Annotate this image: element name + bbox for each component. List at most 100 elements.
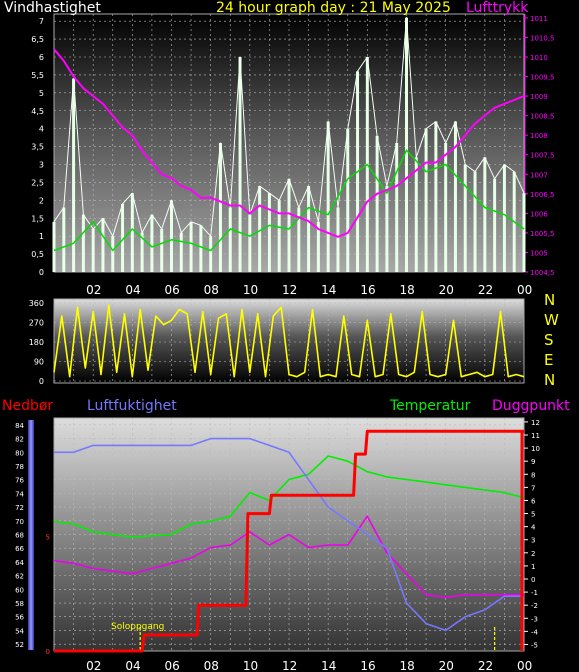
pressure-y-tick: 1008 bbox=[530, 132, 548, 140]
x-tick-label-top: 16 bbox=[360, 283, 375, 297]
x-tick-label-bottom: 08 bbox=[204, 659, 219, 672]
dewpoint-line bbox=[53, 515, 524, 599]
humidity-y-tick: 84 bbox=[15, 422, 24, 430]
temp-y-tick: 3 bbox=[531, 537, 535, 545]
x-tick-label-bottom: 00 bbox=[517, 659, 532, 672]
wind-gust-line bbox=[53, 17, 525, 237]
temp-y-tick: 4 bbox=[531, 524, 536, 532]
humidity-y-tick: 78 bbox=[15, 463, 24, 471]
humidity-y-tick: 52 bbox=[15, 641, 24, 649]
wind-y-tick: 0 bbox=[39, 268, 44, 277]
pressure-axis-title: Lufttrykk bbox=[466, 0, 529, 16]
humidity-y-tick: 60 bbox=[15, 586, 24, 594]
wind-y-tick: 3,5 bbox=[31, 143, 44, 152]
humidity-scale-bar bbox=[28, 420, 34, 650]
x-tick-label-top: 10 bbox=[243, 283, 258, 297]
wind-y-tick: 2,5 bbox=[31, 178, 44, 187]
x-tick-label-bottom: 02 bbox=[86, 659, 101, 672]
temp-y-tick: 9 bbox=[531, 458, 535, 466]
temp-y-tick: 5 bbox=[531, 511, 535, 519]
temp-y-tick: -4 bbox=[531, 628, 539, 636]
rain-legend: Nedbør bbox=[2, 398, 53, 414]
temp-y-tick: 1 bbox=[531, 563, 535, 571]
pressure-y-tick: 1011 bbox=[530, 15, 548, 23]
pressure-y-tick: 1004,5 bbox=[530, 269, 555, 277]
humidity-y-tick: 80 bbox=[15, 449, 24, 457]
temp-y-tick: 12 bbox=[531, 419, 540, 427]
temp-y-tick: -2 bbox=[531, 602, 538, 610]
pressure-y-tick: 1010,5 bbox=[530, 34, 555, 42]
pressure-y-tick: 1005 bbox=[530, 249, 548, 257]
compass-label: N bbox=[544, 291, 555, 309]
x-tick-label-bottom: 12 bbox=[282, 659, 297, 672]
x-tick-label-bottom: 10 bbox=[243, 659, 258, 672]
wind-axis-title: Vindhastighet bbox=[4, 0, 101, 16]
x-tick-label-top: 00 bbox=[517, 283, 532, 297]
direction-line bbox=[53, 304, 525, 378]
chart-marks bbox=[52, 17, 526, 653]
x-tick-label-bottom: 22 bbox=[478, 659, 493, 672]
x-tick-label-top: 04 bbox=[125, 283, 140, 297]
wind-y-tick: 1 bbox=[39, 232, 44, 241]
compass-label: W bbox=[544, 311, 559, 329]
humidity-line bbox=[54, 437, 524, 632]
temp-y-tick: 8 bbox=[531, 471, 535, 479]
wind-y-tick: 6,5 bbox=[31, 35, 44, 44]
x-tick-label-top: 18 bbox=[400, 283, 415, 297]
humidity-y-tick: 66 bbox=[15, 545, 24, 553]
humidity-y-tick: 56 bbox=[15, 614, 24, 622]
humidity-y-tick: 68 bbox=[15, 532, 24, 540]
x-tick-label-top: 14 bbox=[321, 283, 336, 297]
x-tick-label-bottom: 14 bbox=[321, 659, 336, 672]
pressure-y-tick: 1006 bbox=[530, 210, 548, 218]
pressure-y-tick: 1009 bbox=[530, 93, 548, 101]
tick-labels: 0202040406060808101012121414161618182020… bbox=[15, 14, 555, 672]
temp-y-tick: 11 bbox=[531, 432, 540, 440]
direction-y-tick: 180 bbox=[29, 338, 44, 347]
pressure-y-tick: 1009,5 bbox=[530, 74, 555, 82]
x-tick-label-bottom: 20 bbox=[439, 659, 454, 672]
temp-y-tick: 10 bbox=[531, 445, 540, 453]
compass-label: E bbox=[544, 351, 553, 369]
temp-y-tick: -5 bbox=[531, 641, 538, 649]
pressure-line bbox=[53, 48, 525, 238]
temp-y-tick: 7 bbox=[531, 484, 535, 492]
humidity-y-tick: 70 bbox=[15, 518, 24, 526]
humidity-y-tick: 76 bbox=[15, 477, 24, 485]
x-tick-label-bottom: 06 bbox=[165, 659, 180, 672]
humidity-y-tick: 74 bbox=[15, 490, 24, 498]
direction-y-tick: 360 bbox=[29, 299, 44, 308]
rain-y-tick: 0 bbox=[46, 648, 50, 656]
x-tick-label-top: 08 bbox=[204, 283, 219, 297]
temp-y-tick: -1 bbox=[531, 589, 538, 597]
direction-y-tick: 90 bbox=[34, 358, 44, 367]
direction-y-tick: 270 bbox=[29, 319, 44, 328]
wind-y-tick: 6 bbox=[39, 53, 44, 62]
pressure-y-tick: 1006,5 bbox=[530, 191, 555, 199]
pressure-y-tick: 1007 bbox=[530, 171, 548, 179]
rain-y-tick: 5 bbox=[46, 534, 50, 542]
temp-y-tick: -3 bbox=[531, 615, 538, 623]
humidity-y-tick: 58 bbox=[15, 600, 24, 608]
temperature-legend: Temperatur bbox=[389, 398, 471, 414]
temp-y-tick: 6 bbox=[531, 497, 536, 505]
temperature-line bbox=[53, 455, 525, 538]
humidity-y-tick: 62 bbox=[15, 573, 24, 581]
compass-label: S bbox=[544, 331, 554, 349]
pressure-y-tick: 1007,5 bbox=[530, 152, 555, 160]
wind-y-tick: 7 bbox=[39, 17, 44, 26]
humidity-y-tick: 72 bbox=[15, 504, 24, 512]
x-tick-label-top: 12 bbox=[282, 283, 297, 297]
wind-y-tick: 0,5 bbox=[31, 250, 44, 259]
chart-title: 24 hour graph day : 21 May 2025 bbox=[216, 0, 451, 16]
rain-line bbox=[54, 429, 524, 653]
pressure-y-tick: 1008,5 bbox=[530, 113, 555, 121]
wind-y-tick: 4,5 bbox=[31, 107, 44, 116]
x-tick-label-top: 06 bbox=[165, 283, 180, 297]
x-tick-label-top: 20 bbox=[439, 283, 454, 297]
temp-y-tick: 2 bbox=[531, 550, 535, 558]
x-tick-label-bottom: 18 bbox=[400, 659, 415, 672]
wind-y-tick: 2 bbox=[39, 196, 44, 205]
